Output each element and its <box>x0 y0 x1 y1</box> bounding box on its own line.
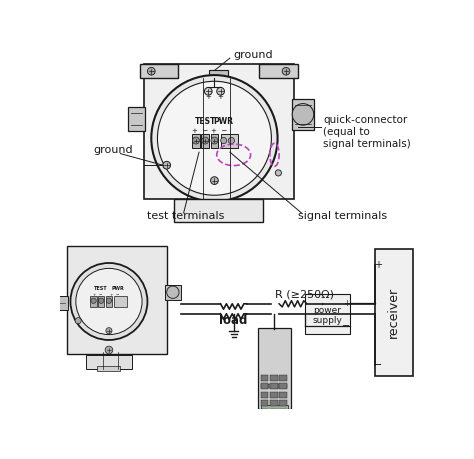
Text: +: + <box>374 259 382 269</box>
Bar <box>270 400 278 406</box>
Circle shape <box>211 137 218 144</box>
Text: +: + <box>343 298 349 308</box>
Text: PWR: PWR <box>214 117 234 126</box>
Bar <box>91 296 97 307</box>
Bar <box>270 383 278 389</box>
Circle shape <box>91 298 96 303</box>
Bar <box>279 375 287 381</box>
Text: receiver: receiver <box>387 287 401 338</box>
Bar <box>270 409 278 414</box>
Text: ground: ground <box>234 50 273 60</box>
Bar <box>279 392 287 398</box>
Text: −: − <box>342 321 350 331</box>
Circle shape <box>220 137 227 144</box>
Bar <box>192 134 200 148</box>
Circle shape <box>282 67 290 75</box>
Circle shape <box>71 263 147 340</box>
Circle shape <box>76 269 142 335</box>
Bar <box>210 134 219 148</box>
Circle shape <box>210 177 219 185</box>
Circle shape <box>147 67 155 75</box>
Circle shape <box>151 75 278 202</box>
Bar <box>374 249 413 376</box>
Bar <box>261 383 268 389</box>
Text: TEST: TEST <box>194 117 216 126</box>
Bar <box>279 409 287 414</box>
Bar <box>261 400 268 406</box>
Circle shape <box>192 137 200 144</box>
Text: TEST: TEST <box>94 286 108 291</box>
Text: R (≥250Ω): R (≥250Ω) <box>275 290 334 300</box>
Circle shape <box>106 298 112 303</box>
Bar <box>282 384 287 388</box>
Bar <box>270 375 278 381</box>
Text: +: + <box>205 95 211 101</box>
Bar <box>279 383 287 389</box>
Bar <box>261 375 268 381</box>
Bar <box>261 405 288 422</box>
Text: +  −: + − <box>192 128 209 134</box>
Circle shape <box>167 286 179 298</box>
Bar <box>292 99 314 130</box>
Circle shape <box>157 81 272 195</box>
Bar <box>261 384 266 388</box>
Text: power
supply: power supply <box>313 306 343 325</box>
Circle shape <box>292 104 314 125</box>
Bar <box>305 294 350 334</box>
Polygon shape <box>144 64 294 199</box>
Circle shape <box>204 87 212 95</box>
Bar <box>270 392 278 398</box>
Text: test terminals: test terminals <box>147 211 225 221</box>
Bar <box>257 328 292 409</box>
Bar <box>165 285 181 300</box>
Bar <box>86 355 132 369</box>
Bar <box>279 400 287 406</box>
Text: ground: ground <box>93 145 133 155</box>
Text: +: + <box>218 95 224 101</box>
Bar <box>66 246 167 354</box>
Text: quick-connector
(equal to
signal terminals): quick-connector (equal to signal termina… <box>323 116 411 149</box>
Circle shape <box>202 137 209 144</box>
Bar <box>259 64 298 78</box>
Bar <box>174 199 263 222</box>
Bar <box>274 384 280 388</box>
Circle shape <box>99 298 104 303</box>
Bar <box>209 71 228 81</box>
Bar <box>128 106 145 131</box>
Bar <box>57 296 68 310</box>
Circle shape <box>105 346 113 354</box>
Bar <box>201 134 209 148</box>
Circle shape <box>163 162 171 169</box>
Text: +  −: + − <box>110 292 120 297</box>
Text: signal terminals: signal terminals <box>298 211 387 221</box>
Circle shape <box>75 318 81 324</box>
Text: −: − <box>373 359 383 369</box>
Circle shape <box>275 170 282 176</box>
Bar <box>114 296 128 307</box>
Circle shape <box>217 87 225 95</box>
Bar <box>220 134 237 148</box>
Bar <box>97 366 120 371</box>
Bar <box>106 296 112 307</box>
Bar <box>261 392 268 398</box>
Bar <box>261 409 268 414</box>
Bar <box>267 384 273 388</box>
Text: PWR: PWR <box>112 286 125 291</box>
Circle shape <box>106 328 112 334</box>
Bar <box>140 64 178 78</box>
Circle shape <box>228 137 235 144</box>
Text: load: load <box>219 314 248 327</box>
Text: +  −: + − <box>211 128 227 134</box>
Text: +  −: + − <box>93 292 103 297</box>
Bar <box>98 296 104 307</box>
